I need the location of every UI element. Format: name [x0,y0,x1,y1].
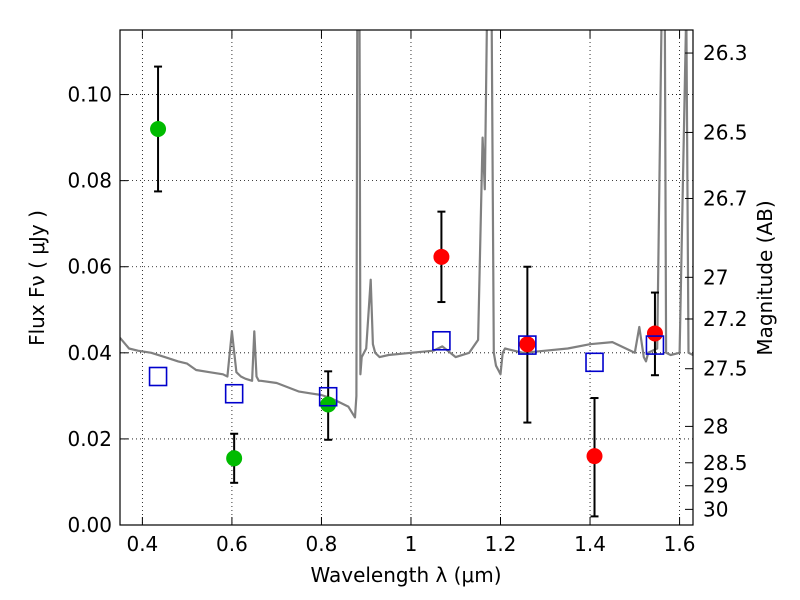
x-tick-label: 0.6 [216,532,248,556]
x-tick-label: 0.8 [306,532,338,556]
x-tick-label: 1 [405,532,418,556]
y-tick-label: 0.06 [67,255,112,279]
model-photometry-square [148,366,168,387]
model-photometry-square [318,386,338,407]
model-photometry-square [224,383,244,404]
y2-axis-label: Magnitude (AB) [753,200,777,355]
data-point-red [519,336,536,353]
spectrum-line-group [120,30,693,419]
y-tick-label: 0.02 [67,427,112,451]
model-photometry-square [585,352,604,373]
y2-tick-label: 26.5 [703,120,748,144]
y-tick-label: 0.04 [67,341,112,365]
x-tick-label: 1.4 [574,532,606,556]
y2-tick-label: 27.5 [703,357,748,381]
x-tick-label: 0.4 [126,532,158,556]
y2-tick-label: 27 [703,265,728,289]
y-tick-label: 0.10 [67,83,112,107]
data-point-green [150,121,167,137]
data-point-red [433,248,450,265]
y2-tick-label: 28.5 [703,451,748,475]
plot-area [120,30,693,518]
model-photometry-square [645,335,665,355]
y-axis-label: Flux Fν ( μJy ) [25,210,49,346]
y2-tick-label: 30 [703,497,728,521]
x-tick-label: 1.6 [664,532,696,556]
x-axis-label: Wavelength λ (μm) [310,563,501,587]
y2-tick-label: 26.3 [703,41,748,65]
y2-tick-label: 29 [703,474,728,498]
y2-tick-label: 28 [703,414,728,438]
model-photometry-square [518,335,537,355]
x-tick-label: 1.2 [485,532,517,556]
model-photometry-square [432,330,451,351]
grid [120,30,693,526]
data-point-green [226,450,243,467]
x-axis: 0.4 0.6 0.8 1 1.2 1.4 1.6 [126,30,695,556]
data-point-green [320,396,337,413]
data-point-red [586,448,603,465]
y2-tick-label: 26.7 [703,186,748,210]
y-tick-label: 0.00 [67,513,112,537]
model-spectrum-line [120,30,693,419]
y-axis: 0.00 0.02 0.04 0.06 0.08 0.10 [67,83,128,537]
data-point-red [646,325,663,342]
markers-group [148,121,665,467]
y2-tick-label: 27.2 [703,307,748,331]
y-tick-label: 0.08 [67,169,112,193]
